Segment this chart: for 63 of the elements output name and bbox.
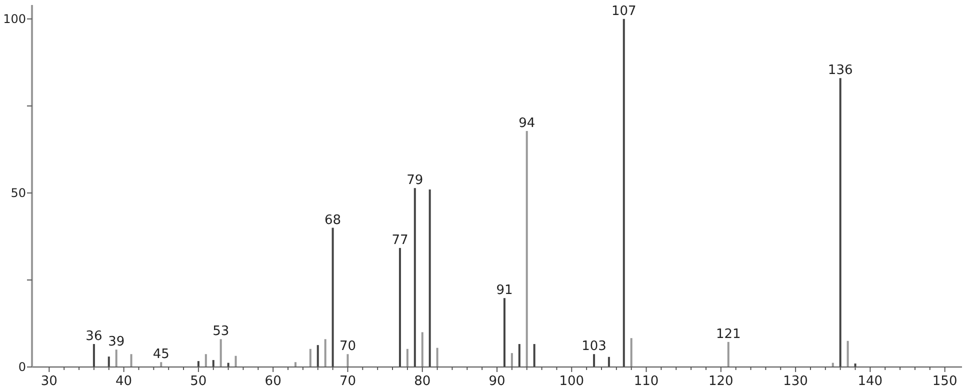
annotation: 121	[716, 326, 741, 342]
bar	[630, 338, 632, 367]
annotation: 39	[108, 334, 125, 350]
x-tick-label: 150	[932, 374, 958, 389]
x-tick-label: 80	[414, 374, 431, 389]
y-tick-label: 0	[18, 360, 26, 374]
bar	[526, 131, 528, 367]
annotation: 68	[324, 212, 342, 228]
bar	[130, 354, 132, 367]
bar	[436, 348, 438, 367]
x-tick-label: 130	[783, 374, 808, 389]
bar	[160, 362, 162, 367]
annotation: 70	[339, 339, 356, 354]
bar	[212, 360, 214, 367]
x-tick-label: 50	[190, 374, 207, 389]
bar	[92, 344, 95, 367]
bar	[234, 356, 237, 367]
bar	[533, 344, 536, 367]
bar	[846, 340, 849, 367]
bar	[518, 344, 520, 367]
x-tick-label: 140	[858, 374, 883, 389]
bar	[115, 350, 118, 367]
bar	[406, 348, 408, 367]
annotation: 77	[392, 232, 408, 248]
bar	[421, 332, 424, 367]
bar	[332, 228, 334, 367]
y-tick-label: 100	[3, 12, 26, 26]
annotation: 79	[406, 173, 424, 188]
bar	[294, 362, 296, 367]
bar	[593, 354, 596, 367]
annotation: 91	[496, 283, 513, 298]
bar	[608, 356, 610, 367]
annotation: 36	[86, 329, 102, 344]
bar	[727, 342, 730, 367]
annotation: 94	[518, 116, 536, 132]
bar	[414, 188, 416, 367]
bar	[220, 339, 222, 367]
x-tick-label: 30	[40, 374, 58, 389]
y-tick-label: 50	[10, 186, 26, 200]
x-tick-label: 40	[116, 374, 132, 389]
bar	[428, 189, 431, 367]
x-tick-label: 60	[264, 374, 282, 389]
annotation: 136	[828, 63, 853, 78]
bar	[622, 18, 625, 367]
annotation: 53	[212, 324, 230, 340]
x-tick-label: 100	[559, 374, 584, 389]
x-tick-label: 110	[634, 374, 659, 389]
bar	[839, 78, 842, 367]
bar	[503, 298, 506, 367]
x-tick-label: 90	[488, 374, 506, 389]
bar	[197, 361, 200, 367]
x-tick-label: 120	[708, 374, 734, 389]
bar	[346, 354, 349, 367]
annotation: 45	[152, 347, 170, 362]
bar	[204, 354, 207, 367]
bar	[324, 339, 326, 367]
bar	[309, 348, 312, 367]
bar	[398, 248, 401, 367]
annotation: 107	[611, 4, 636, 19]
bar	[316, 345, 319, 367]
bar	[108, 356, 110, 367]
annotation: 103	[582, 339, 606, 354]
x-tick-label: 70	[339, 374, 356, 389]
